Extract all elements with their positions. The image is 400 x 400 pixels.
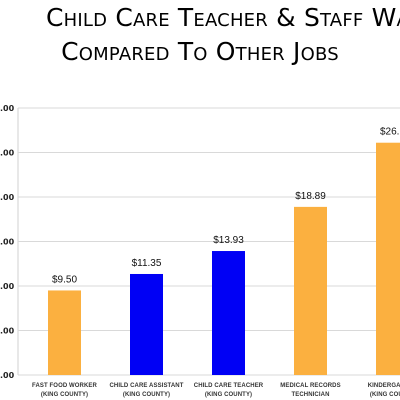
bar [376, 142, 400, 375]
y-tick-label: .00 [0, 104, 15, 113]
y-tick-label: .00 [0, 327, 15, 336]
y-tick-label: .00 [0, 149, 15, 158]
x-category-label: (KING COUNTY) [205, 392, 252, 398]
bar-value-label: $13.93 [213, 235, 244, 246]
x-category-label: FAST FOOD WORKER [32, 383, 97, 389]
x-category-label: KINDERGARTEN [368, 383, 400, 389]
x-category-label: (KING COUNTY) [123, 392, 170, 398]
x-category-label: CHILD CARE ASSISTANT [110, 383, 184, 389]
y-tick-label: .00 [0, 371, 15, 380]
bar [48, 290, 81, 375]
bar-value-label: $26.1 [380, 127, 400, 138]
y-tick-label: .00 [0, 193, 15, 202]
chart-title-line-2: Compared To Other Jobs [61, 37, 339, 66]
bar-value-label: $9.50 [52, 274, 77, 285]
x-category-label: TECHNICIAN [292, 392, 330, 398]
bar-value-label: $18.89 [295, 191, 326, 202]
bars [48, 142, 400, 375]
labels: .00 .00 .00 .00 .00 .00 .00 $9.50 FAST FOOD WORK… [0, 104, 400, 398]
y-tick-label: .00 [0, 238, 15, 247]
x-category-label: (KING COUNTY [370, 392, 400, 398]
chart-title-line-1: Child Care Teacher & Staff Wag [46, 3, 400, 32]
y-tick-label: .00 [0, 282, 15, 291]
bar [294, 206, 327, 375]
bar [212, 251, 245, 375]
x-category-label: CHILD CARE TEACHER [194, 383, 264, 389]
gridlines [17, 107, 400, 376]
x-category-label: MEDICAL RECORDS [280, 383, 340, 389]
x-category-label: (KING COUNTY) [41, 392, 88, 398]
bar-value-label: $11.35 [132, 258, 162, 269]
bar [130, 273, 163, 375]
